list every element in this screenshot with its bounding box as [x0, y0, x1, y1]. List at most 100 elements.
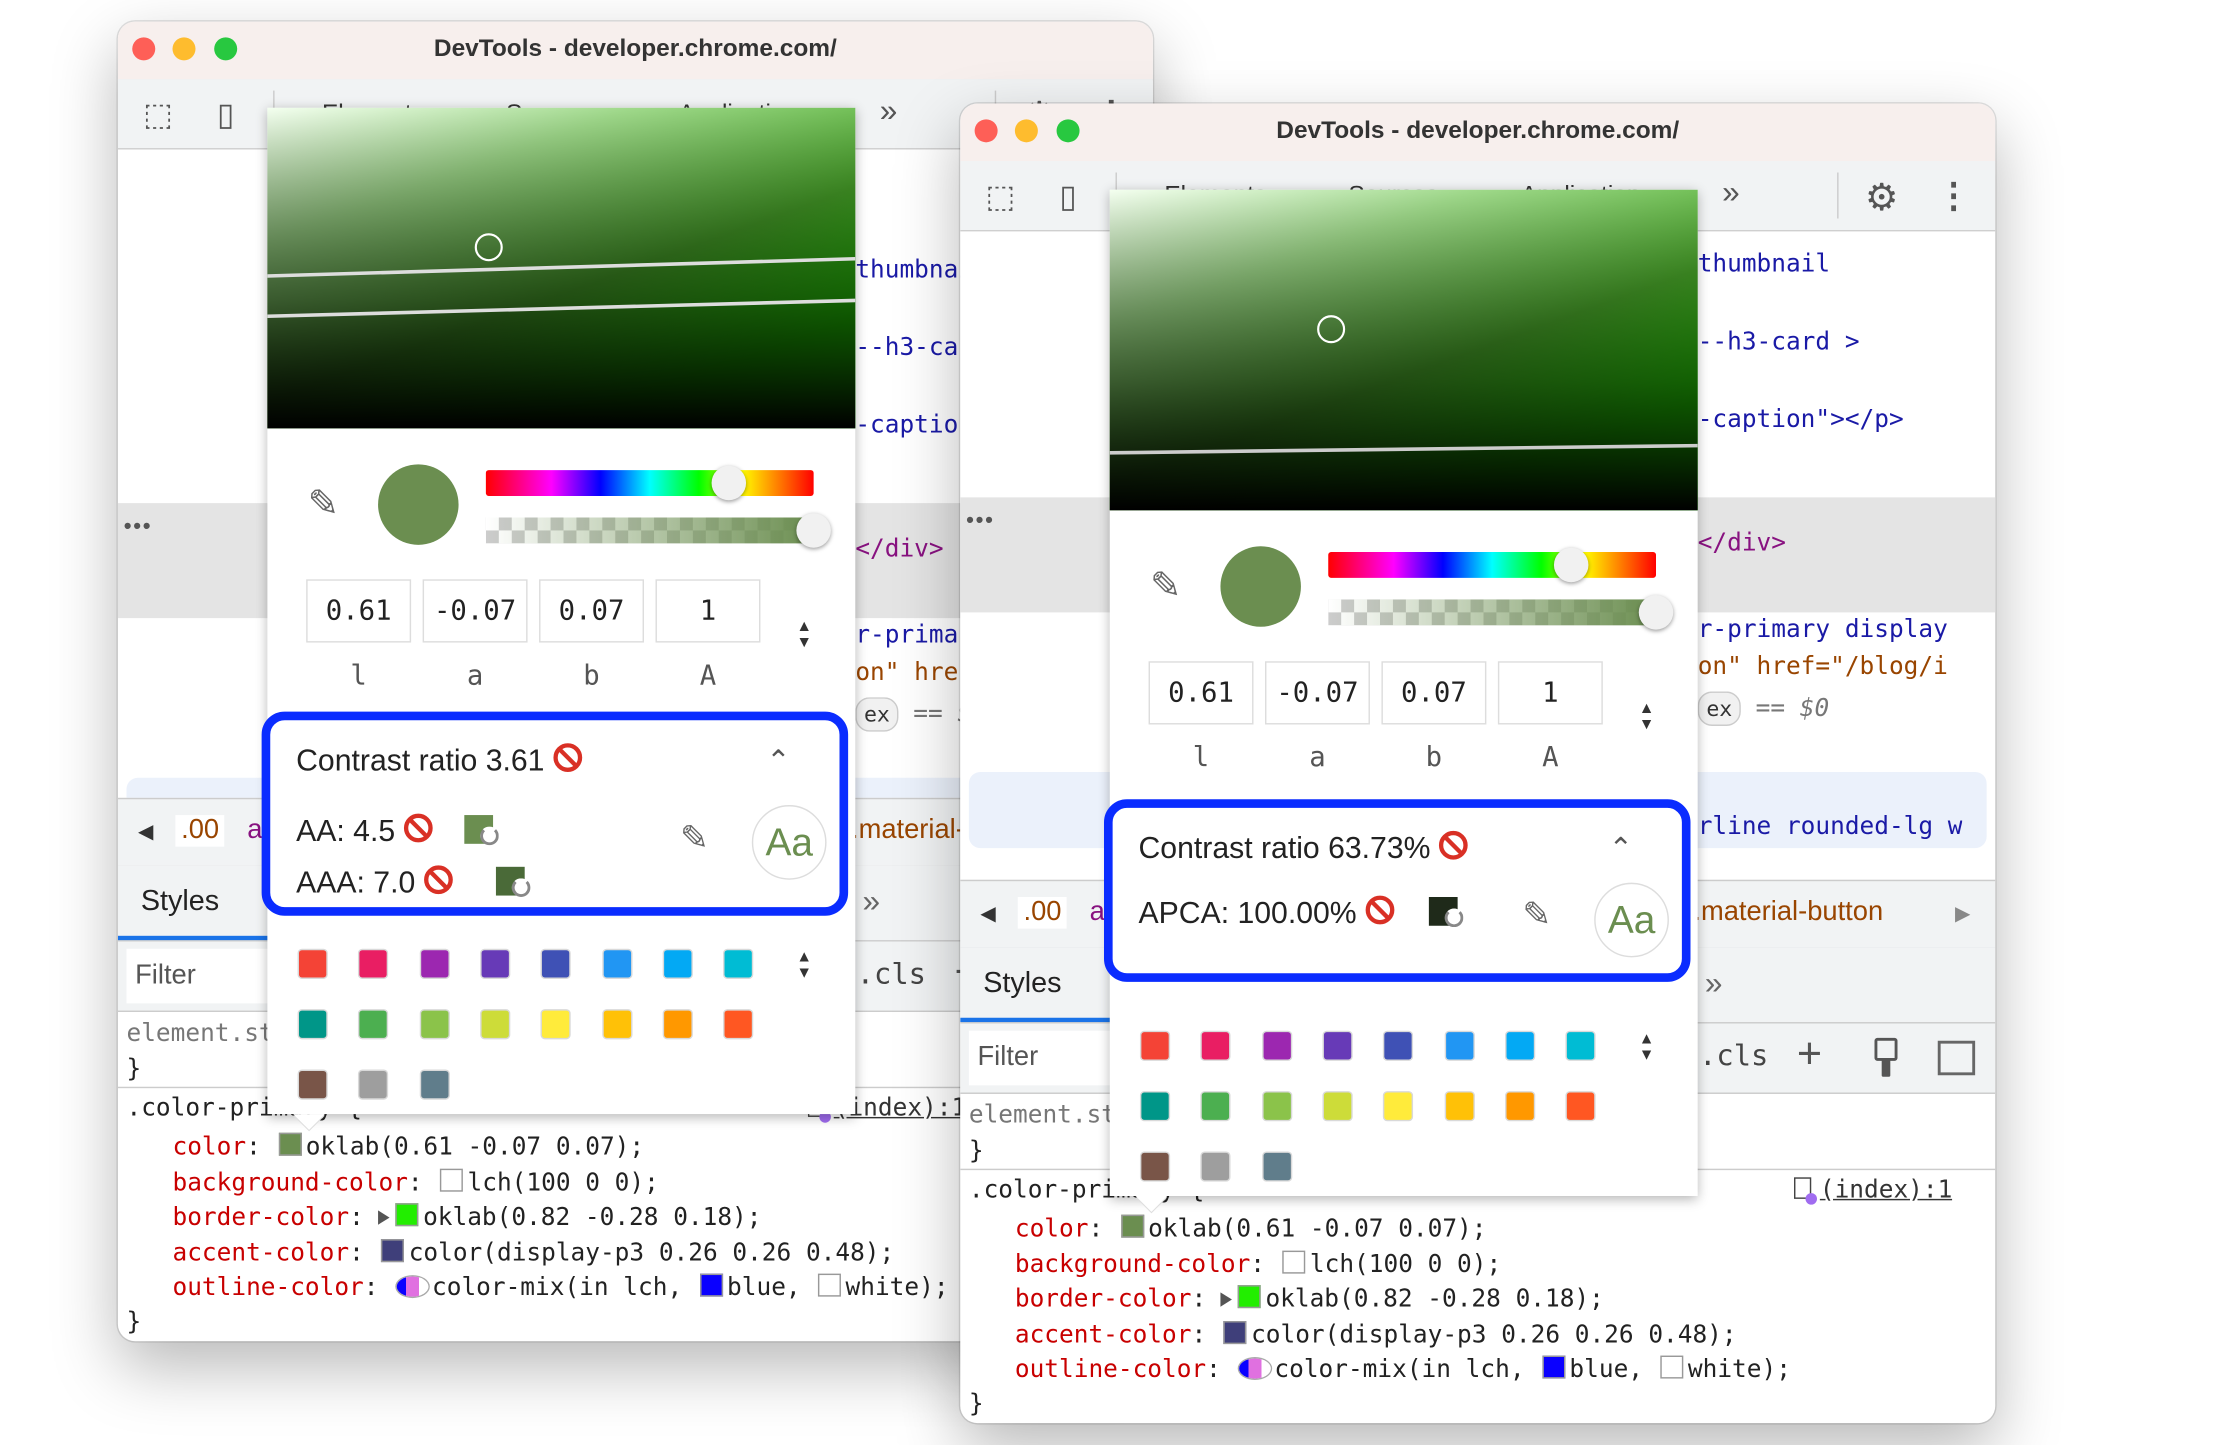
expand-triangle-icon[interactable]	[1220, 1292, 1233, 1307]
property-value[interactable]: blue,	[1569, 1355, 1658, 1385]
palette-swatch[interactable]	[1506, 1032, 1534, 1060]
palette-swatch[interactable]	[299, 1070, 327, 1099]
palette-switcher-icon[interactable]: ▲ ▼	[1638, 1030, 1655, 1064]
breadcrumb-next-button[interactable]: ▶	[1955, 901, 1971, 925]
palette-swatch[interactable]	[359, 1070, 387, 1099]
close-window-button[interactable]	[132, 37, 156, 61]
fix-color-button[interactable]	[1428, 897, 1464, 928]
paint-brush-icon[interactable]	[1874, 1037, 1898, 1078]
palette-swatch[interactable]	[603, 950, 632, 978]
inspect-icon[interactable]: ⬚	[985, 178, 1016, 215]
palette-swatch[interactable]	[1446, 1092, 1474, 1120]
property-value[interactable]: white);	[1687, 1355, 1791, 1385]
property-value[interactable]: blue,	[727, 1273, 816, 1303]
color-swatch[interactable]	[699, 1273, 723, 1297]
color-value-input[interactable]: 1	[655, 579, 761, 643]
property-name[interactable]: background-color	[1014, 1249, 1251, 1279]
color-value-input[interactable]: -0.07	[422, 579, 528, 643]
palette-swatch[interactable]	[421, 1070, 449, 1099]
color-swatch[interactable]	[1282, 1249, 1306, 1273]
palette-swatch[interactable]	[1566, 1092, 1595, 1120]
background-eyedropper-icon[interactable]: ✎	[679, 819, 709, 859]
palette-swatch[interactable]	[1201, 1032, 1230, 1060]
dom-line[interactable]: on" href="/blog/i	[855, 657, 960, 689]
property-name[interactable]: outline-color	[1014, 1355, 1207, 1385]
color-area[interactable]	[267, 107, 856, 429]
expand-triangle-icon[interactable]	[378, 1210, 391, 1225]
palette-switcher-icon[interactable]: ▲ ▼	[796, 948, 813, 982]
hue-slider-thumb[interactable]	[1553, 547, 1589, 583]
color-value-input[interactable]: 0.07	[539, 579, 644, 643]
property-name[interactable]: color	[172, 1132, 247, 1162]
palette-swatch[interactable]	[1141, 1092, 1169, 1120]
device-toggle-icon[interactable]: ▯	[1059, 178, 1077, 215]
color-swatch[interactable]	[440, 1167, 464, 1191]
color-value-input[interactable]: 0.61	[1148, 661, 1254, 725]
sidebar-toggle-icon[interactable]	[1937, 1040, 1976, 1076]
property-value[interactable]: oklab(0.82 -0.28 0.18);	[1265, 1285, 1604, 1314]
breadcrumb-item[interactable]: .00	[1017, 897, 1068, 929]
palette-swatch[interactable]	[664, 1010, 692, 1038]
background-eyedropper-icon[interactable]: ✎	[1522, 895, 1552, 935]
more-tabs-button[interactable]: »	[879, 92, 898, 128]
property-value[interactable]: lch(100 0 0);	[1309, 1249, 1502, 1279]
breadcrumb-prev-button[interactable]: ◀	[980, 901, 996, 925]
color-value-input[interactable]: -0.07	[1265, 661, 1370, 725]
property-name[interactable]: outline-color	[172, 1273, 364, 1303]
color-swatch[interactable]	[1223, 1320, 1247, 1344]
alpha-slider[interactable]	[1328, 595, 1674, 630]
palette-swatch[interactable]	[1506, 1092, 1534, 1120]
css-property[interactable]: background-color: lch(100 0 0);	[1014, 1249, 1502, 1279]
property-name[interactable]: accent-color	[1014, 1320, 1192, 1350]
css-property[interactable]: color: oklab(0.61 -0.07 0.07);	[172, 1132, 645, 1162]
color-swatch[interactable]	[1238, 1285, 1262, 1309]
breadcrumb-item[interactable]: a	[247, 815, 263, 846]
color-swatch[interactable]	[395, 1203, 419, 1227]
device-toggle-icon[interactable]: ▯	[216, 96, 235, 133]
property-value[interactable]: color-mix(in lch,	[432, 1273, 697, 1303]
palette-swatch[interactable]	[603, 1010, 632, 1038]
dom-line[interactable]: -caption"></p>	[855, 410, 960, 442]
dom-line[interactable]: </div>	[855, 533, 943, 565]
dom-line[interactable]: rline rounded-lg w	[1698, 811, 1963, 843]
palette-swatch[interactable]	[1446, 1032, 1474, 1060]
palette-swatch[interactable]	[1201, 1092, 1230, 1120]
color-mix-swatch[interactable]	[396, 1276, 428, 1297]
color-value-input[interactable]: 0.61	[306, 579, 412, 643]
color-area-handle[interactable]	[1317, 315, 1346, 344]
palette-swatch[interactable]	[724, 1010, 752, 1038]
kebab-menu-icon[interactable]: ⋮	[1936, 176, 1971, 216]
palette-swatch[interactable]	[541, 950, 570, 978]
dom-line[interactable]: ex == $0	[855, 697, 960, 732]
inspect-icon[interactable]: ⬚	[143, 96, 174, 133]
breadcrumb-item[interactable]: .00	[175, 815, 225, 847]
dom-line[interactable]: r-primary display	[1698, 614, 1948, 646]
tab-styles[interactable]: Styles	[983, 967, 1062, 1000]
more-tabs-button[interactable]: »	[1704, 964, 1723, 1001]
dom-line[interactable]: --h3-card >	[1698, 326, 1860, 358]
palette-swatch[interactable]	[359, 1010, 387, 1038]
source-link-text[interactable]: (index):1	[1819, 1175, 1953, 1205]
palette-swatch[interactable]	[421, 950, 449, 978]
palette-swatch[interactable]	[1201, 1152, 1230, 1181]
palette-swatch[interactable]	[1141, 1032, 1169, 1060]
dom-line[interactable]: thumbnail	[855, 254, 960, 286]
more-tabs-button[interactable]: »	[1722, 173, 1740, 210]
palette-swatch[interactable]	[664, 950, 692, 978]
minimize-window-button[interactable]	[172, 37, 196, 61]
property-value[interactable]: color-mix(in lch,	[1274, 1355, 1540, 1385]
alpha-slider-thumb[interactable]	[796, 513, 831, 548]
collapse-chevron-icon[interactable]: ⌃	[766, 746, 791, 778]
palette-swatch[interactable]	[1323, 1032, 1352, 1060]
css-property[interactable]: background-color: lch(100 0 0);	[172, 1167, 659, 1197]
breadcrumb-item[interactable]: .material-button	[851, 815, 960, 846]
palette-swatch[interactable]	[359, 950, 387, 978]
dom-line[interactable]: on" href="/blog/i	[1698, 651, 1948, 683]
palette-swatch[interactable]	[1141, 1152, 1169, 1181]
property-value[interactable]: lch(100 0 0);	[467, 1167, 659, 1197]
node-badge[interactable]: ex	[855, 697, 899, 732]
dom-line[interactable]: </div>	[1698, 528, 1786, 560]
property-name[interactable]: border-color	[1014, 1285, 1192, 1314]
color-area-handle[interactable]	[474, 233, 503, 262]
dom-line[interactable]: ex == $0	[1697, 691, 1829, 726]
